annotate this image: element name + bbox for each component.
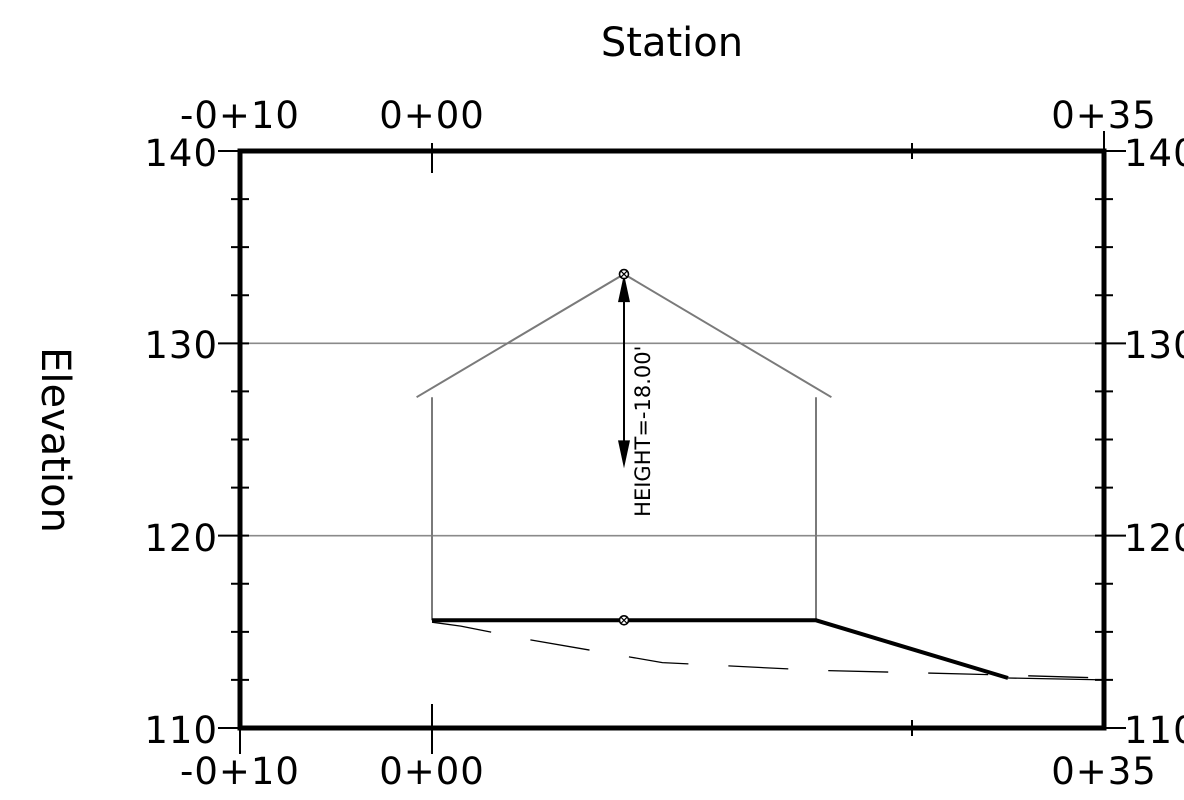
elevation-label-left-130: 130 xyxy=(144,324,218,367)
existing-ground-line xyxy=(431,621,1105,679)
profile-frame xyxy=(237,148,1107,731)
elevation-axis-title: Elevation xyxy=(32,347,78,533)
station-label-bottom-zero: 0+00 xyxy=(379,750,485,793)
marker-cross-b-1 xyxy=(620,616,628,624)
dimension-arrow-up xyxy=(618,274,630,303)
station-label-bottom-start: -0+10 xyxy=(180,750,300,793)
station-label-top-end: 0+35 xyxy=(1051,94,1157,137)
height-dimension: HEIGHT=-18.00' xyxy=(618,268,655,626)
elevation-label-right-140: 140 xyxy=(1124,132,1184,175)
marker-cross-b-0 xyxy=(620,270,628,278)
existing-ground-polyline xyxy=(431,621,1105,679)
design-profile-polyline xyxy=(432,618,1009,680)
grid-lines xyxy=(240,342,1104,537)
elevation-label-right-120: 120 xyxy=(1124,517,1184,560)
elevation-label-left-120: 120 xyxy=(144,517,218,560)
height-dimension-label: HEIGHT=-18.00' xyxy=(631,346,655,517)
station-label-top-start: -0+10 xyxy=(180,94,300,137)
design-profile-line xyxy=(432,618,1105,681)
station-label-top-zero: 0+00 xyxy=(379,94,485,137)
elevation-label-right-110: 110 xyxy=(1124,709,1184,752)
station-label-bottom-end: 0+35 xyxy=(1051,750,1157,793)
elevation-label-left-140: 140 xyxy=(144,132,218,175)
axis-ticks xyxy=(218,131,1126,754)
frame-rect xyxy=(237,148,1107,731)
dimension-arrow-down xyxy=(618,440,630,469)
elevation-label-right-130: 130 xyxy=(1124,324,1184,367)
station-axis-title: Station xyxy=(601,20,743,66)
elevation-label-left-110: 110 xyxy=(144,709,218,752)
design-profile-tail xyxy=(1007,677,1105,681)
